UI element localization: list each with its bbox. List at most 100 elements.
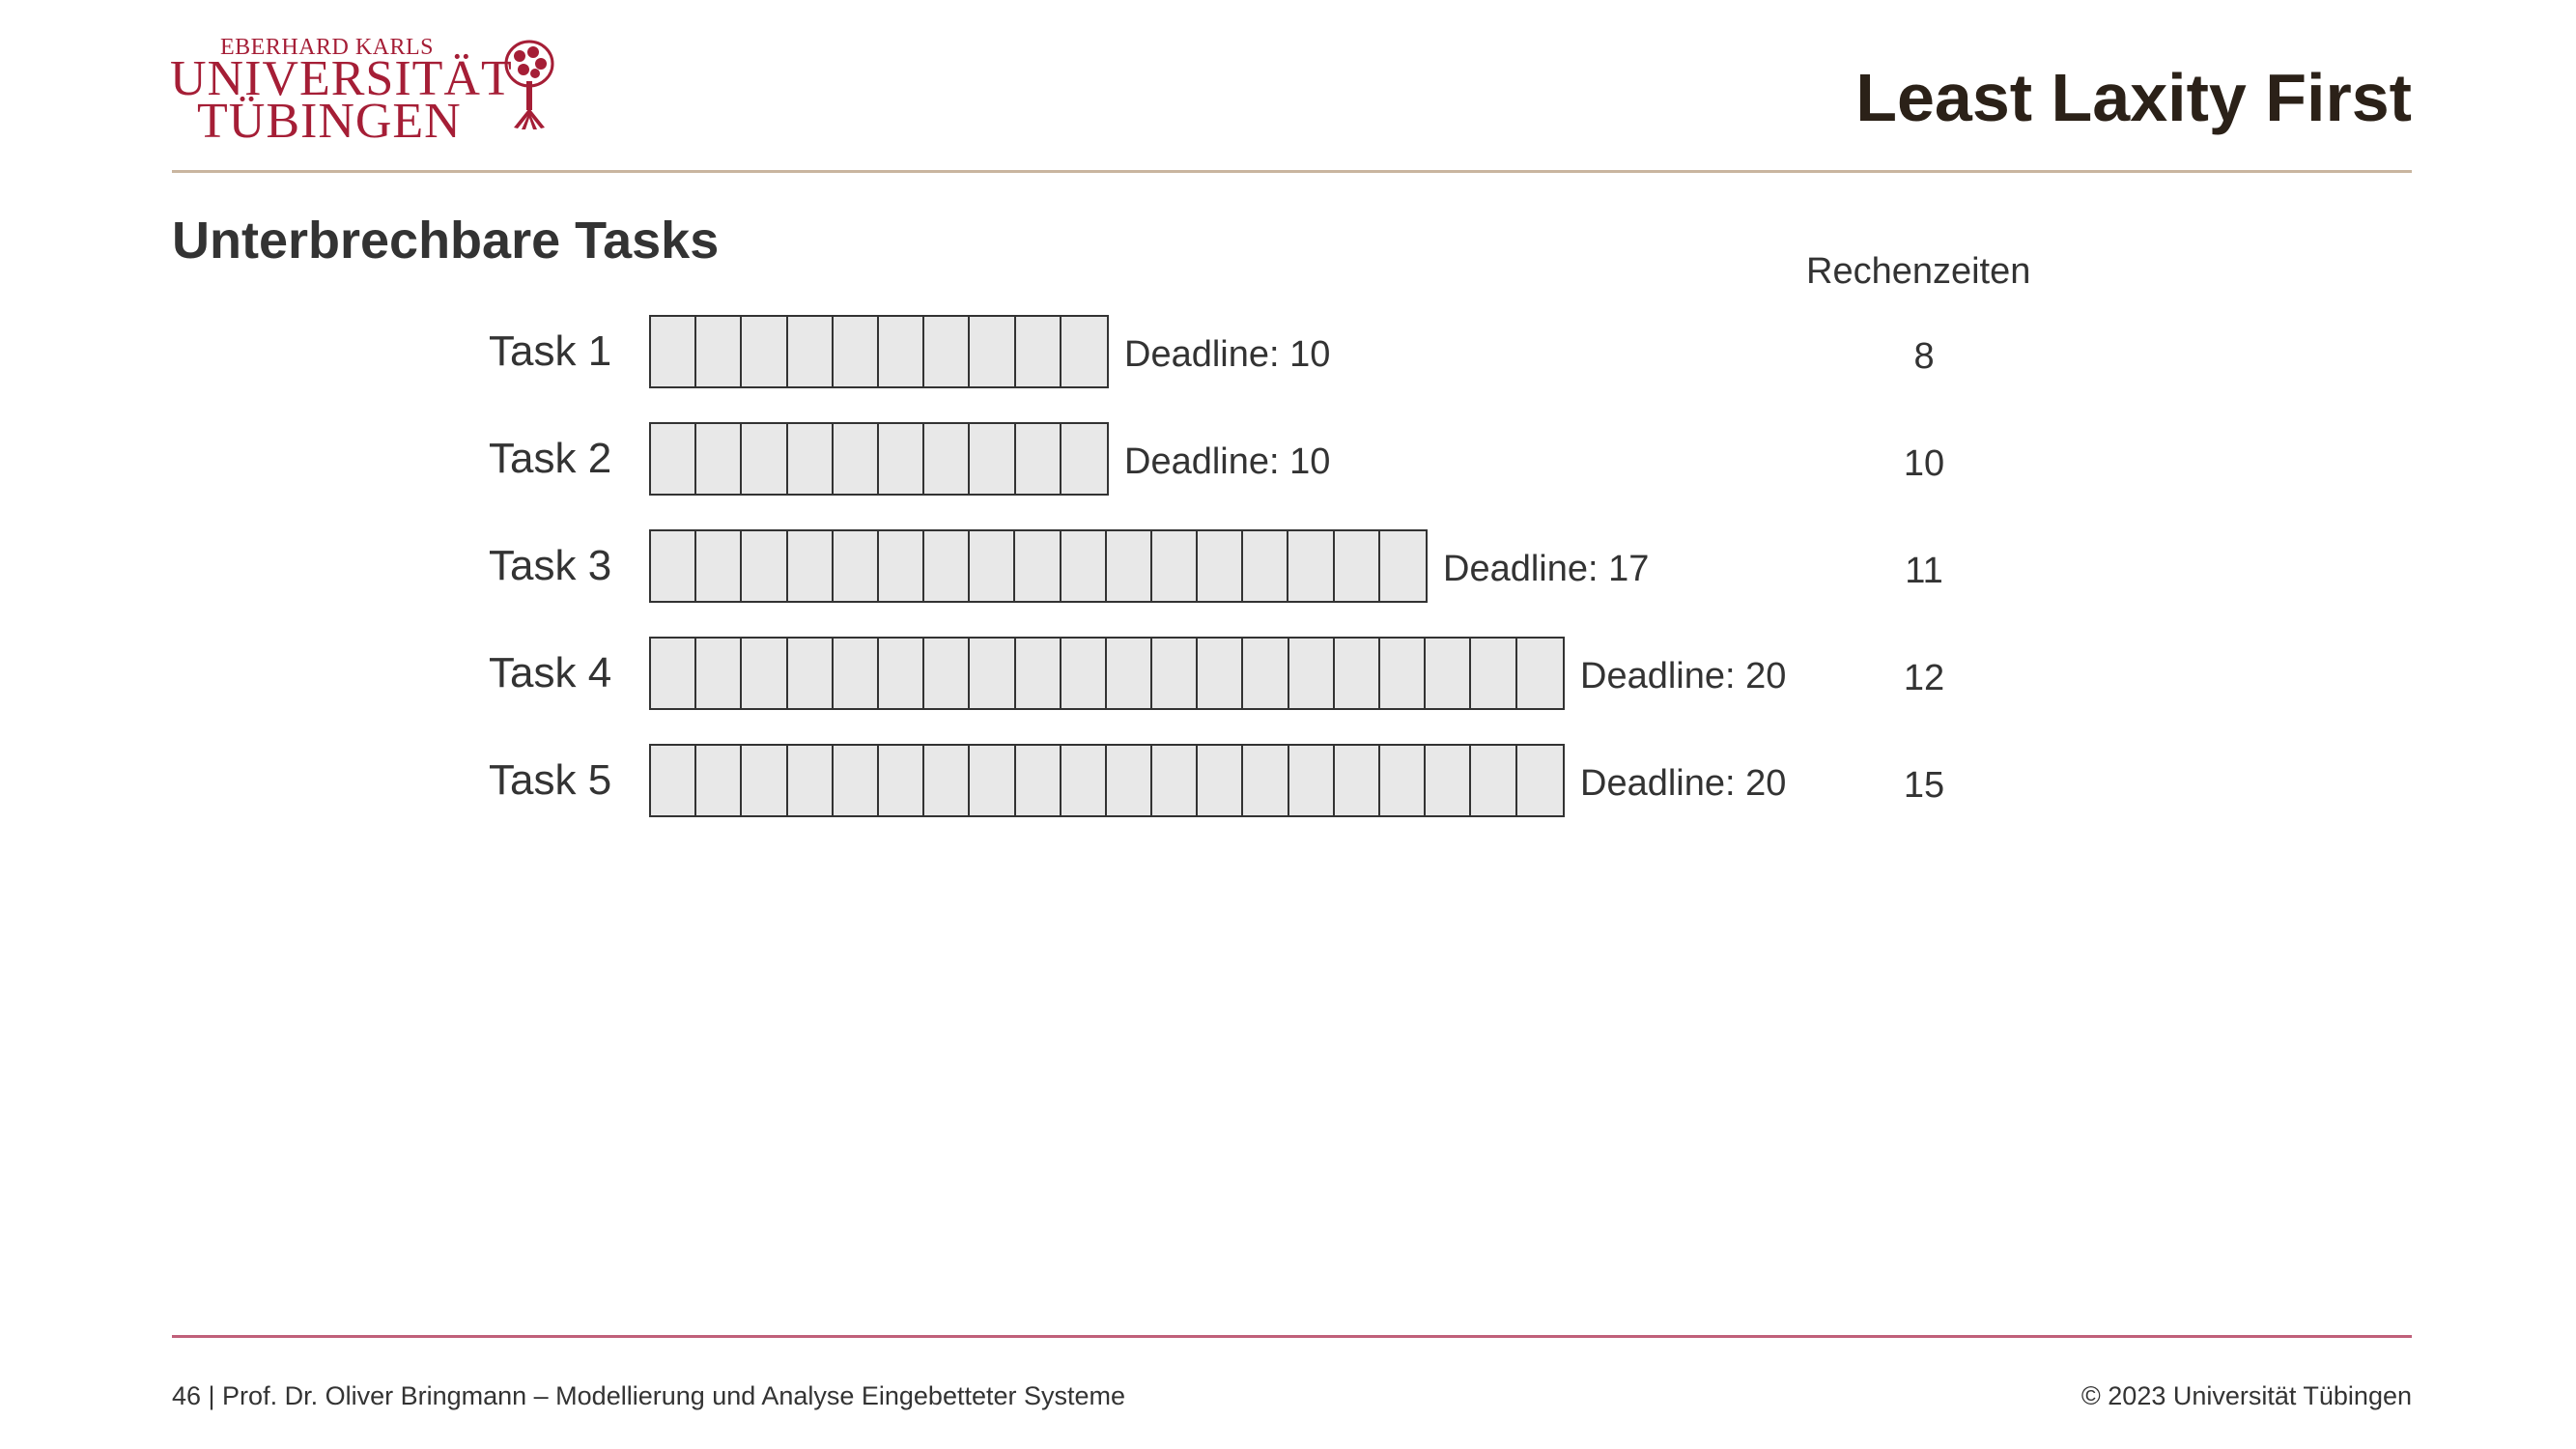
- task-timeline-bar: [649, 315, 1109, 388]
- time-slot-cell: [742, 531, 788, 601]
- task-row: Task 2 Deadline: 10 10: [0, 422, 2576, 499]
- time-slot-cell: [878, 746, 925, 815]
- time-slot-cell: [970, 746, 1016, 815]
- header-divider: [172, 170, 2412, 173]
- time-slot-cell: [970, 639, 1016, 708]
- time-slot-cell: [1426, 639, 1472, 708]
- task-deadline: Deadline: 17: [1443, 549, 1650, 589]
- time-slot-cell: [651, 317, 697, 386]
- logo-line-universitaet: UNIVERSITÄT: [170, 51, 513, 106]
- time-slot-cell: [1015, 639, 1062, 708]
- time-slot-cell: [833, 531, 879, 601]
- time-slot-cell: [833, 317, 879, 386]
- computation-time-value: 10: [1903, 443, 1945, 484]
- time-slot-cell: [651, 531, 697, 601]
- computation-time-header: Rechenzeiten: [1806, 251, 2031, 292]
- time-slot-cell: [833, 424, 879, 494]
- time-slot-cell: [1334, 531, 1380, 601]
- computation-time-value: 15: [1903, 765, 1945, 806]
- time-slot-cell: [833, 746, 879, 815]
- time-slot-cell: [924, 531, 971, 601]
- task-deadline: Deadline: 10: [1124, 441, 1331, 482]
- time-slot-cell: [1288, 531, 1335, 601]
- task-label: Task 2: [489, 435, 612, 482]
- time-slot-cell: [878, 531, 925, 601]
- time-slot-cell: [970, 424, 1016, 494]
- time-slot-cell: [742, 424, 788, 494]
- time-slot-cell: [1516, 639, 1563, 708]
- time-slot-cell: [1015, 531, 1062, 601]
- time-slot-cell: [1061, 317, 1107, 386]
- time-slot-cell: [924, 746, 971, 815]
- time-slot-cell: [1516, 746, 1563, 815]
- computation-time-value: 8: [1913, 336, 1935, 377]
- task-row: Task 4 Deadline: 20 12: [0, 637, 2576, 714]
- time-slot-cell: [1243, 746, 1289, 815]
- time-slot-cell: [1151, 531, 1199, 601]
- time-slot-cell: [970, 317, 1016, 386]
- slide-title: Least Laxity First: [1855, 60, 2412, 135]
- time-slot-cell: [878, 317, 925, 386]
- university-logo: EBERHARD KARLS UNIVERSITÄT TÜBINGEN: [170, 33, 566, 147]
- time-slot-cell: [1015, 424, 1062, 494]
- time-slot-cell: [833, 639, 879, 708]
- time-slot-cell: [696, 639, 743, 708]
- time-slot-cell: [1106, 531, 1152, 601]
- computation-time-value: 11: [1905, 551, 1943, 591]
- task-row: Task 1 Deadline: 10 8: [0, 315, 2576, 392]
- time-slot-cell: [1380, 639, 1427, 708]
- task-label: Task 3: [489, 542, 612, 589]
- time-slot-cell: [651, 639, 697, 708]
- time-slot-cell: [1106, 746, 1153, 815]
- time-slot-cell: [924, 424, 971, 494]
- time-slot-cell: [1015, 317, 1062, 386]
- task-timeline-bar: [649, 529, 1428, 603]
- time-slot-cell: [1152, 639, 1199, 708]
- time-slot-cell: [1106, 639, 1153, 708]
- time-slot-cell: [924, 639, 971, 708]
- footer-divider: [172, 1335, 2412, 1338]
- time-slot-cell: [787, 317, 834, 386]
- task-deadline: Deadline: 10: [1124, 334, 1331, 375]
- task-timeline-bar: [649, 422, 1109, 496]
- computation-time-value: 12: [1903, 658, 1945, 698]
- time-slot-cell: [787, 424, 834, 494]
- time-slot-cell: [651, 746, 697, 815]
- time-slot-cell: [1471, 746, 1517, 815]
- time-slot-cell: [696, 317, 743, 386]
- time-slot-cell: [1380, 746, 1427, 815]
- time-slot-cell: [1198, 531, 1244, 601]
- task-row: Task 3 Deadline: 17 11: [0, 529, 2576, 607]
- time-slot-cell: [1334, 746, 1380, 815]
- task-label: Task 1: [489, 327, 612, 375]
- logo-line-eberhard-karls: EBERHARD KARLS: [220, 35, 435, 60]
- task-deadline: Deadline: 20: [1580, 656, 1787, 696]
- time-slot-cell: [1198, 746, 1244, 815]
- task-deadline: Deadline: 20: [1580, 763, 1787, 804]
- time-slot-cell: [1334, 639, 1380, 708]
- time-slot-cell: [651, 424, 697, 494]
- time-slot-cell: [787, 531, 834, 601]
- time-slot-cell: [1198, 639, 1244, 708]
- task-label: Task 4: [489, 649, 612, 696]
- time-slot-cell: [878, 639, 925, 708]
- time-slot-cell: [1061, 531, 1107, 601]
- time-slot-cell: [878, 424, 925, 494]
- task-label: Task 5: [489, 756, 612, 804]
- time-slot-cell: [1061, 639, 1107, 708]
- time-slot-cell: [1288, 746, 1335, 815]
- task-row: Task 5 Deadline: 20 15: [0, 744, 2576, 821]
- slide-subtitle: Unterbrechbare Tasks: [172, 212, 720, 270]
- task-timeline-bar: [649, 744, 1565, 817]
- time-slot-cell: [970, 531, 1016, 601]
- logo-line-tuebingen: TÜBINGEN: [197, 94, 462, 149]
- time-slot-cell: [787, 746, 834, 815]
- task-timeline-bar: [649, 637, 1565, 710]
- time-slot-cell: [1061, 746, 1107, 815]
- time-slot-cell: [1243, 531, 1289, 601]
- time-slot-cell: [924, 317, 971, 386]
- footer-credit: 46 | Prof. Dr. Oliver Bringmann – Modell…: [172, 1381, 1126, 1410]
- time-slot-cell: [696, 746, 743, 815]
- time-slot-cell: [1152, 746, 1199, 815]
- footer-copyright: © 2023 Universität Tübingen: [2081, 1381, 2412, 1410]
